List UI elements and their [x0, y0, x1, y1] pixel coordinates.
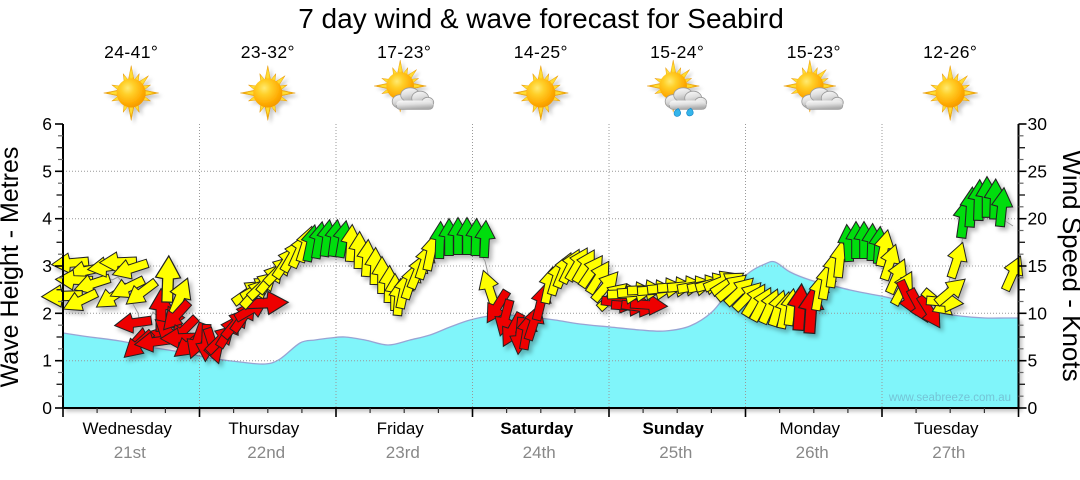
svg-text:22nd: 22nd [247, 443, 285, 462]
svg-text:25: 25 [1028, 161, 1047, 181]
svg-text:0: 0 [1028, 398, 1038, 418]
svg-text:1: 1 [42, 351, 52, 371]
svg-text:27th: 27th [932, 443, 965, 462]
svg-text:4: 4 [42, 209, 52, 229]
svg-text:www.seabreeze.com.au: www.seabreeze.com.au [888, 392, 1011, 404]
svg-text:2: 2 [42, 303, 52, 323]
svg-text:10: 10 [1028, 303, 1048, 323]
svg-text:Monday: Monday [780, 419, 841, 438]
svg-text:14-25°: 14-25° [514, 42, 568, 62]
svg-text:23-32°: 23-32° [241, 42, 295, 62]
svg-text:Wednesday: Wednesday [82, 419, 172, 438]
svg-text:7 day wind & wave forecast for: 7 day wind & wave forecast for Seabird [298, 3, 784, 34]
svg-text:21st: 21st [114, 443, 146, 462]
svg-text:Wave Height - Metres: Wave Height - Metres [0, 147, 24, 388]
svg-text:24th: 24th [523, 443, 556, 462]
svg-text:Thursday: Thursday [228, 419, 299, 438]
svg-text:Saturday: Saturday [500, 419, 573, 438]
svg-text:15: 15 [1028, 256, 1047, 276]
svg-text:6: 6 [42, 114, 52, 134]
svg-text:Wind Speed - Knots: Wind Speed - Knots [1057, 150, 1080, 381]
svg-text:20: 20 [1028, 209, 1048, 229]
svg-text:26th: 26th [796, 443, 829, 462]
svg-text:15-24°: 15-24° [650, 42, 704, 62]
svg-text:0: 0 [42, 398, 52, 418]
svg-text:5: 5 [42, 161, 52, 181]
svg-text:24-41°: 24-41° [104, 42, 158, 62]
svg-text:23rd: 23rd [386, 443, 420, 462]
svg-text:3: 3 [42, 256, 52, 276]
svg-text:25th: 25th [659, 443, 692, 462]
svg-text:15-23°: 15-23° [787, 42, 841, 62]
svg-text:17-23°: 17-23° [377, 42, 431, 62]
svg-text:Tuesday: Tuesday [914, 419, 979, 438]
svg-text:Sunday: Sunday [642, 419, 704, 438]
svg-text:5: 5 [1028, 351, 1038, 371]
svg-text:12-26°: 12-26° [923, 42, 977, 62]
svg-text:Friday: Friday [377, 419, 425, 438]
svg-text:30: 30 [1028, 114, 1048, 134]
